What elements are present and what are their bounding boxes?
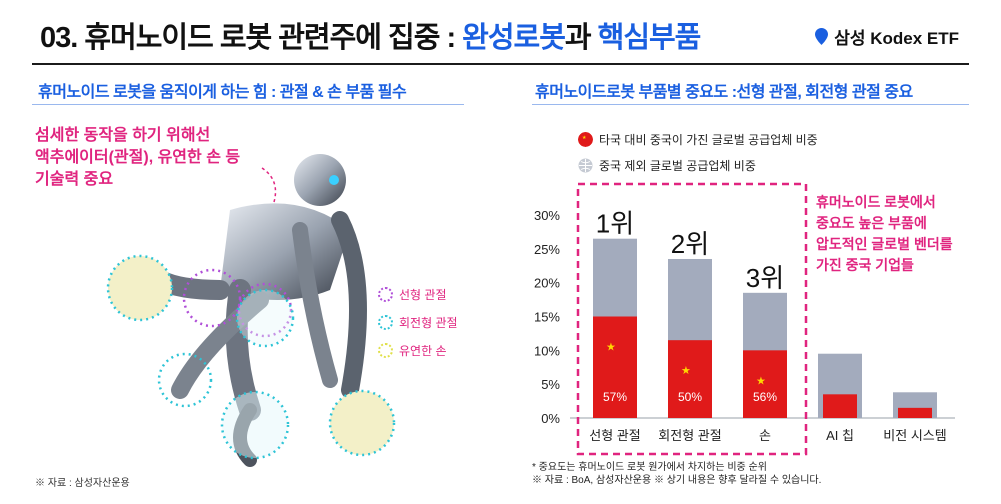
- x-tick-label: 선형 관절: [589, 428, 640, 443]
- joint-legend: 선형 관절 회전형 관절 유연한 손: [378, 280, 458, 364]
- china-share-label: 57%: [603, 390, 627, 404]
- y-tick-label: 25%: [534, 242, 560, 257]
- brand-label: 삼성 Kodex ETF: [834, 29, 959, 48]
- cyan-dot-icon: [378, 314, 393, 330]
- left-source: ※ 자료 : 삼성자산운용: [35, 478, 130, 489]
- rank-label: 2위: [671, 229, 709, 259]
- top3-highlight-box: [576, 182, 808, 456]
- bar-china: [898, 407, 932, 418]
- china-star-icon: ★: [756, 374, 766, 387]
- chart-callout: 휴머노이드 로봇에서 중요도 높은 부품에 압도적인 글로벌 벤더를 가진 중국…: [816, 194, 953, 273]
- china-flag-icon: ★: [578, 131, 593, 147]
- y-tick-label: 5%: [541, 377, 560, 392]
- bar-china: [823, 394, 857, 418]
- legend-rotary-joint: 회전형 관절: [378, 308, 458, 336]
- page-title: 03. 휴머노이드 로봇 관련주에 집중 : 완성로봇과 핵심부품: [40, 22, 701, 54]
- left-subtitle: 휴머노이드 로봇을 움직이게 하는 힘 : 관절 & 손 부품 필수: [38, 84, 407, 101]
- china-star-icon: ★: [681, 364, 691, 377]
- y-tick-label: 30%: [534, 208, 560, 223]
- globe-icon: [578, 158, 593, 172]
- legend-linear-joint: 선형 관절: [378, 280, 458, 308]
- brand-logo: 삼성 Kodex ETF: [815, 24, 959, 49]
- y-tick-label: 15%: [534, 310, 560, 325]
- legend-china: ★ 타국 대비 중국이 가진 글로벌 공급업체 비중: [578, 126, 818, 152]
- rank-label: 1위: [596, 209, 634, 239]
- legend-flexible-hand: 유연한 손: [378, 336, 458, 364]
- robot-illustration: [106, 154, 396, 467]
- rank-label: 3위: [746, 263, 784, 293]
- chart-footnote: * 중요도는 휴머노이드 로봇 원가에서 차지하는 비중 순위 ※ 자료 : B…: [532, 462, 822, 486]
- china-star-icon: ★: [606, 341, 616, 354]
- right-subtitle-underline: [532, 104, 969, 105]
- x-tick-label: 비전 시스템: [883, 428, 946, 443]
- legend-global: 중국 제외 글로벌 공급업체 비중: [578, 152, 818, 178]
- left-note: 섬세한 동작을 하기 위해선 액추에이터(관절), 유연한 손 등 기술력 중요: [35, 127, 241, 188]
- location-pin-icon: [815, 28, 829, 45]
- purple-dot-icon: [378, 286, 393, 302]
- x-tick-label: 회전형 관절: [658, 428, 721, 443]
- y-tick-label: 20%: [534, 276, 560, 291]
- right-subtitle: 휴머노이드로봇 부품별 중요도 :선형 관절, 회전형 관절 중요: [535, 84, 913, 101]
- bar-china: [593, 316, 637, 418]
- china-share-label: 50%: [678, 390, 702, 404]
- china-share-label: 56%: [753, 390, 777, 404]
- bar-china: [743, 350, 787, 418]
- chart-legend: ★ 타국 대비 중국이 가진 글로벌 공급업체 비중 중국 제외 글로벌 공급업…: [578, 126, 818, 178]
- y-tick-label: 0%: [541, 411, 560, 426]
- svg-text:★: ★: [582, 135, 587, 141]
- yellow-dot-icon: [378, 342, 393, 358]
- x-tick-label: AI 칩: [826, 428, 854, 443]
- x-tick-label: 손: [759, 428, 771, 443]
- left-subtitle-underline: [32, 104, 464, 105]
- bar-china: [668, 340, 712, 418]
- y-tick-label: 10%: [534, 343, 560, 358]
- header-divider: [32, 63, 969, 65]
